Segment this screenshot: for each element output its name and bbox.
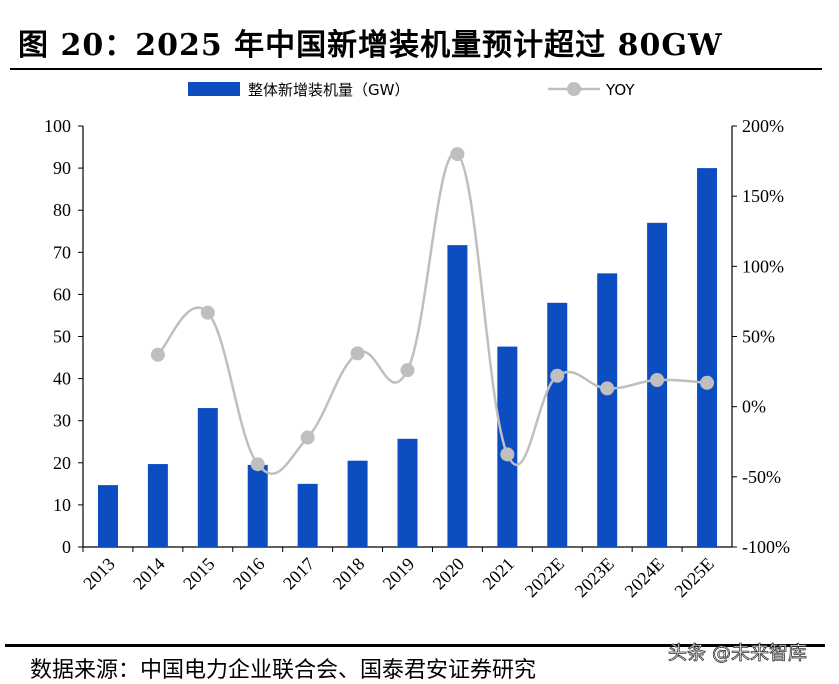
yoy-point-2015: [200, 305, 215, 320]
bar-2020: [447, 245, 468, 547]
yoy-point-2023E: [600, 381, 615, 396]
bar-2013: [97, 485, 118, 547]
yoy-point-2020: [450, 147, 465, 162]
bar-2025E: [697, 168, 718, 547]
left-tick-label: 50: [53, 327, 71, 347]
left-tick-label: 40: [53, 369, 71, 389]
x-tick-label: 2014: [129, 554, 169, 594]
right-tick-label: 200%: [742, 116, 784, 136]
figure-title: 图 20：2025 年中国新增装机量预计超过 80GW: [18, 28, 723, 63]
legend-bar-label: 整体新增装机量（GW）: [248, 81, 409, 99]
yoy-line: [156, 151, 708, 475]
yoy-point-2022E: [550, 368, 565, 383]
left-tick-label: 60: [53, 284, 71, 304]
bar-2014: [147, 464, 168, 547]
yoy-point-2025E: [700, 375, 715, 390]
yoy-point-2014: [150, 347, 165, 362]
right-tick-label: -50%: [742, 467, 781, 487]
x-tick-label: 2019: [379, 554, 419, 594]
x-tick-label: 2013: [79, 554, 119, 594]
right-tick-label: 100%: [742, 256, 784, 276]
right-tick-label: 0%: [742, 397, 766, 417]
yoy-point-2016: [250, 457, 265, 472]
yoy-point-2021: [500, 447, 515, 462]
bar-2023E: [597, 273, 618, 547]
x-tick-label: 2023E: [571, 554, 618, 601]
bar-2017: [297, 483, 318, 547]
right-tick-label: 150%: [742, 186, 784, 206]
source-note: 数据来源：中国电力企业联合会、国泰君安证券研究: [30, 658, 537, 683]
x-tick-label: 2022E: [521, 554, 568, 601]
left-tick-label: 30: [53, 411, 71, 431]
left-tick-label: 0: [62, 537, 71, 557]
footer-divider: [5, 644, 825, 647]
bar-2018: [347, 460, 368, 547]
x-tick-label: 2018: [329, 554, 369, 594]
yoy-point-2017: [300, 430, 315, 445]
legend-bar-swatch: [188, 82, 240, 96]
x-tick-label: 2025E: [670, 554, 717, 601]
x-tick-label: 2016: [229, 554, 269, 594]
right-tick-label: -100%: [742, 537, 790, 557]
left-tick-label: 80: [53, 200, 71, 220]
left-tick-label: 20: [53, 453, 71, 473]
x-tick-label: 2024E: [621, 554, 668, 601]
left-tick-label: 10: [53, 495, 71, 515]
bar-2019: [397, 438, 418, 547]
title-divider: [10, 68, 822, 70]
yoy-point-2018: [350, 346, 365, 361]
yoy-point-2024E: [650, 373, 665, 388]
yoy-point-2019: [400, 363, 415, 378]
legend: 整体新增装机量（GW） YOY: [188, 81, 635, 99]
bar-2015: [197, 408, 218, 547]
legend-line-label: YOY: [605, 81, 635, 99]
left-tick-label: 70: [53, 242, 71, 262]
bar-2022E: [547, 302, 568, 547]
x-tick-label: 2020: [429, 554, 469, 594]
x-tick-label: 2015: [179, 554, 219, 594]
legend-line-marker: [567, 82, 581, 96]
left-tick-label: 100: [44, 116, 71, 136]
x-tick-label: 2017: [279, 554, 319, 594]
watermark: 头条 @未来智库: [668, 642, 808, 665]
left-tick-label: 90: [53, 158, 71, 178]
bar-2016: [247, 464, 268, 547]
right-tick-label: 50%: [742, 327, 775, 347]
x-tick-label: 2021: [479, 554, 519, 594]
bar-2021: [497, 346, 518, 547]
